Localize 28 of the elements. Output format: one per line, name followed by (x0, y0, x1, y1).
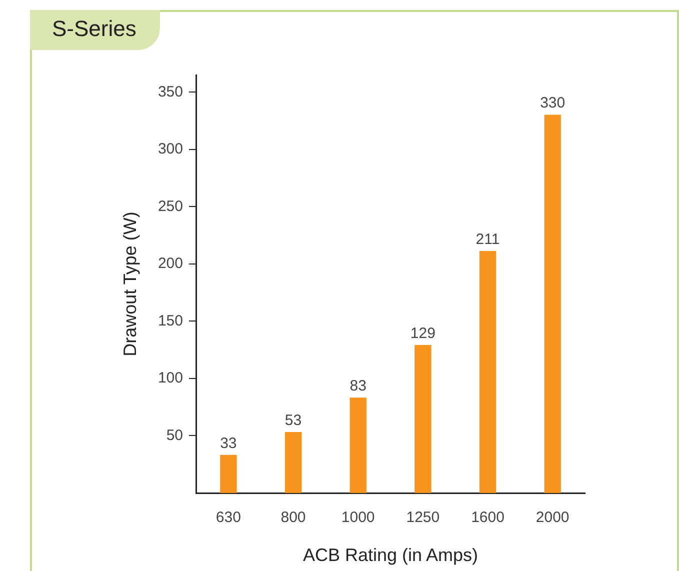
x-axis-title: ACB Rating (in Amps) (302, 545, 478, 566)
x-tick-label: 1000 (341, 509, 375, 526)
y-tick-label: 100 (158, 370, 183, 387)
data-label: 211 (476, 231, 500, 248)
y-tick-label: 350 (158, 83, 183, 100)
data-label: 83 (350, 378, 366, 395)
bar (479, 251, 496, 493)
data-label: 330 (540, 94, 566, 112)
y-tick-label: 250 (158, 198, 183, 215)
data-label: 33 (220, 434, 237, 452)
data-label: 53 (284, 412, 302, 429)
bar (414, 344, 432, 493)
x-tick-label: 2000 (536, 509, 570, 526)
y-tick-label: 150 (158, 312, 183, 330)
data-label: 129 (410, 324, 436, 342)
x-tick-label: 1600 (471, 509, 504, 526)
bar (284, 432, 302, 493)
x-tick-label: 800 (280, 509, 306, 526)
y-tick-label: 300 (158, 140, 183, 158)
y-tick-label: 50 (166, 426, 183, 444)
y-axis-title: Drawout Type (W) (120, 212, 140, 356)
y-tick-label: 200 (158, 255, 183, 272)
x-tick-label: 1250 (406, 509, 440, 526)
bar (220, 454, 237, 493)
chart-title: S-Series (30, 10, 160, 50)
bar (350, 398, 366, 493)
bar (544, 114, 561, 493)
x-tick-label: 630 (216, 509, 241, 526)
